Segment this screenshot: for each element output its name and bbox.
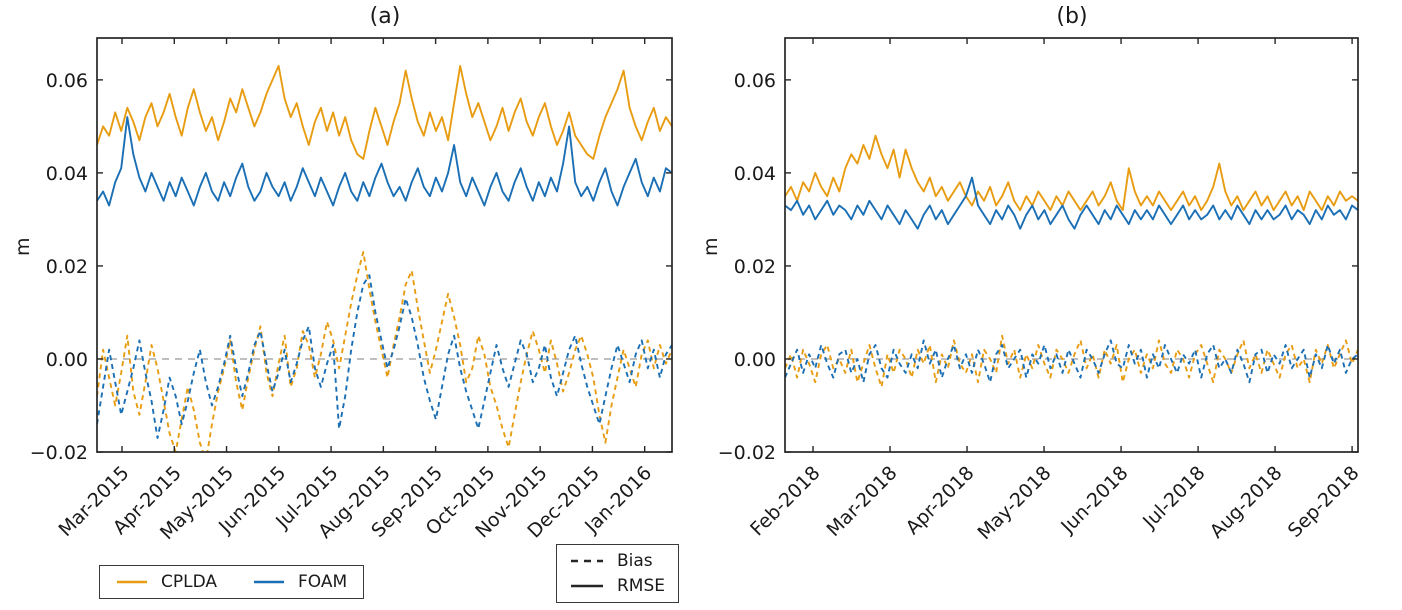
y-tick-label: −0.02 [30,442,88,464]
y-tick-label: 0.04 [734,163,776,185]
rmse-solid-line-swatch [570,583,604,589]
legend-item-rmse: RMSE [570,576,665,596]
y-tick-label: 0.06 [734,70,776,92]
legend-item-cplda: CPLDA [116,572,217,592]
panel-a-ylabel: m [12,237,34,256]
x-tick-label: Jul-2018 [1138,462,1210,534]
cplda-line-swatch [116,579,148,585]
x-tick-label: Sep-2018 [1284,462,1364,542]
x-tick-label: Jun-2018 [1056,462,1132,538]
series-line-cplda-bias [785,334,1358,388]
legend-label-cplda: CPLDA [161,572,218,592]
legend-label-rmse: RMSE [617,576,666,596]
legend-item-bias: Bias [570,551,653,571]
x-tick-label: Feb-2018 [746,462,824,540]
bias-dashed-line-swatch [570,558,604,564]
series-line-cplda-rmse [785,134,1358,212]
x-tick-label: Apr-2018 [902,462,979,539]
style-legend: Bias RMSE [556,544,680,603]
series-line-foam-rmse [97,116,672,207]
series-legend: CPLDA FOAM [99,565,365,599]
y-tick-label: 0.02 [46,256,88,278]
legend-label-foam: FOAM [298,572,348,592]
y-tick-label: 0.06 [46,70,88,92]
series-line-foam-bias [785,339,1358,384]
series-line-foam-bias [97,274,672,439]
legend-item-foam: FOAM [253,572,347,592]
x-tick-label: Mar-2018 [822,462,901,541]
series-line-cplda-bias [97,251,672,452]
series-line-cplda-rmse [97,64,672,160]
x-tick-label: May-2018 [973,462,1055,544]
panel-(a): 0.060.040.020.00−0.02Mar-2015Apr-2015May… [30,37,673,544]
panel-b-title: (b) [1056,4,1088,29]
y-tick-label: 0.00 [734,349,776,371]
y-tick-label: 0.02 [734,256,776,278]
foam-line-swatch [253,579,285,585]
panel-a-title: (a) [369,4,401,29]
y-tick-label: 0.04 [46,163,88,185]
y-tick-label: −0.02 [718,442,776,464]
axes-box [784,37,1359,453]
x-tick-label: Aug-2018 [1206,462,1287,543]
series-line-foam-rmse [785,176,1358,230]
legend-label-bias: Bias [617,551,653,571]
axes-box [96,37,673,453]
y-tick-label: 0.00 [46,349,88,371]
panel-b-ylabel: m [700,237,722,256]
